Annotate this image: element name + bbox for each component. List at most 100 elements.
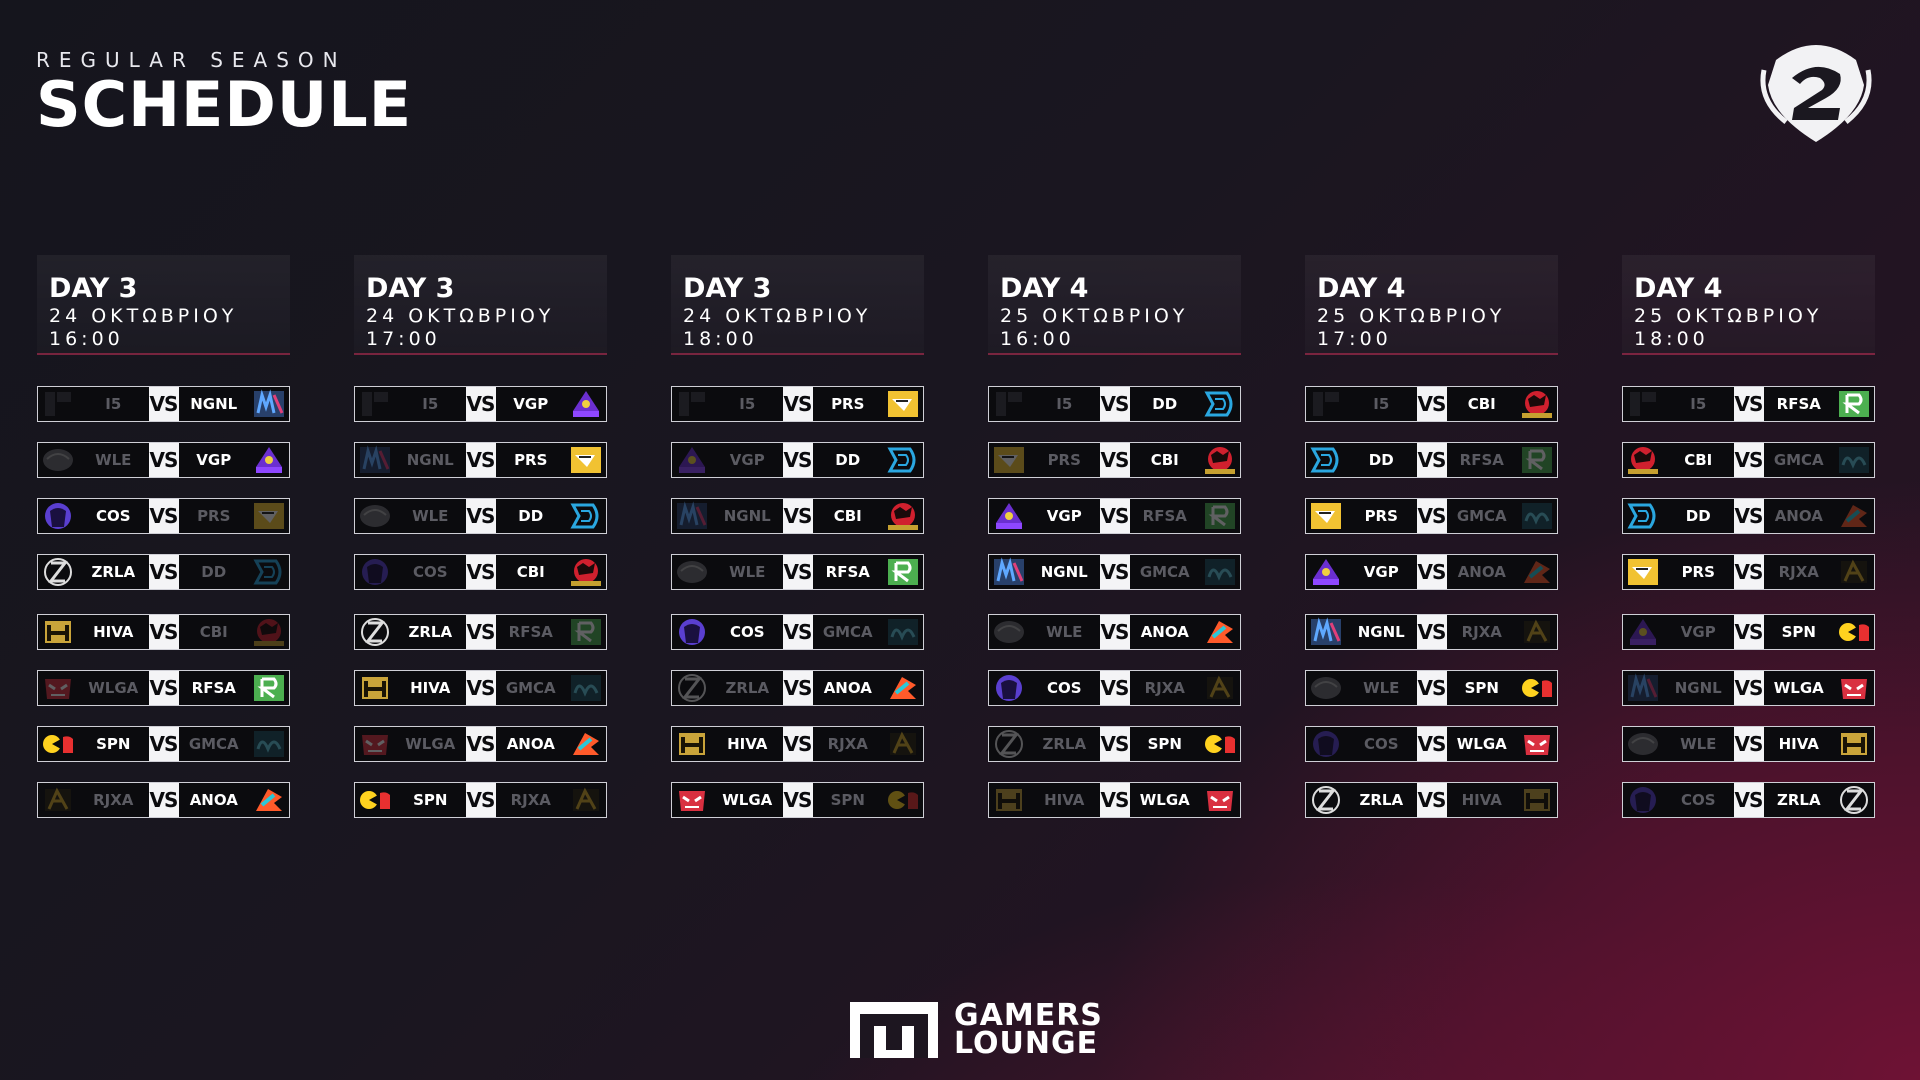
vs-badge: VS <box>1733 727 1764 761</box>
team-tag: RFSA <box>1142 507 1187 525</box>
anoa-team-icon <box>1834 499 1874 533</box>
vs-badge: VS <box>782 443 813 477</box>
right-team: SPN <box>813 783 924 817</box>
wlga-team-icon <box>1200 783 1240 817</box>
column-date: 25 ΟΚΤΩΒΡΙΟΥ <box>1317 305 1506 327</box>
cos-team-icon <box>1306 727 1346 761</box>
team-tag: VGP <box>1363 563 1399 581</box>
match-row: WLE VS RFSA <box>671 554 924 590</box>
vs-badge: VS <box>465 443 496 477</box>
vs-badge: VS <box>148 727 179 761</box>
column-time: 17:00 <box>366 328 441 350</box>
dd-team-icon <box>883 443 923 477</box>
team-tag: VGP <box>1680 623 1716 641</box>
right-team: NGNL <box>179 387 290 421</box>
right-team: DD <box>179 555 290 589</box>
vgp-team-icon <box>566 387 606 421</box>
i5-team-icon <box>1623 387 1663 421</box>
right-team: GMCA <box>1447 499 1558 533</box>
left-team: NGNL <box>1623 671 1734 705</box>
prs-team-icon <box>249 499 289 533</box>
anoa-team-icon <box>883 671 923 705</box>
vs-badge: VS <box>465 555 496 589</box>
left-team: WLGA <box>672 783 783 817</box>
hiva-team-icon <box>1517 783 1557 817</box>
wle-team-icon <box>38 443 78 477</box>
vs-badge: VS <box>1416 671 1447 705</box>
gmca-team-icon <box>1200 555 1240 589</box>
right-team: ANOA <box>813 671 924 705</box>
column-time: 17:00 <box>1317 328 1392 350</box>
vs-badge: VS <box>1416 727 1447 761</box>
column-time: 16:00 <box>1000 328 1075 350</box>
left-team: WLE <box>1306 671 1417 705</box>
left-team: WLE <box>989 615 1100 649</box>
left-team: I5 <box>355 387 466 421</box>
vs-badge: VS <box>1733 499 1764 533</box>
left-team: NGNL <box>355 443 466 477</box>
vs-badge: VS <box>465 615 496 649</box>
vs-badge: VS <box>465 783 496 817</box>
right-team: HIVA <box>1447 783 1558 817</box>
wlga-team-icon <box>38 671 78 705</box>
footer-brand-text: GAMERS LOUNGE <box>954 1001 1103 1059</box>
team-tag: NGNL <box>723 507 771 525</box>
team-tag: GMCA <box>1456 507 1507 525</box>
match-row: HIVA VS RJXA <box>671 726 924 762</box>
dd-team-icon <box>1200 387 1240 421</box>
cbi-team-icon <box>249 615 289 649</box>
anoa-team-icon <box>1200 615 1240 649</box>
schedule-column: DAY 4 25 ΟΚΤΩΒΡΙΟΥ 17:00 I5 VS CBI DD VS RFSA PRS… <box>1305 255 1558 818</box>
vs-badge: VS <box>1733 615 1764 649</box>
left-team: VGP <box>672 443 783 477</box>
cbi-team-icon <box>883 499 923 533</box>
gmca-team-icon <box>566 671 606 705</box>
team-tag: COS <box>412 563 448 581</box>
right-team: WLGA <box>1130 783 1241 817</box>
gmca-team-icon <box>883 615 923 649</box>
team-tag: DD <box>1685 507 1711 525</box>
ngnl-team-icon <box>1623 671 1663 705</box>
team-tag: I5 <box>1373 395 1390 413</box>
wlga-team-icon <box>672 783 712 817</box>
column-header: DAY 4 25 ΟΚΤΩΒΡΙΟΥ 16:00 <box>988 255 1241 355</box>
vs-badge: VS <box>148 555 179 589</box>
left-team: ZRLA <box>355 615 466 649</box>
team-tag: WLE <box>1680 735 1717 753</box>
right-team: ANOA <box>496 727 607 761</box>
right-team: ZRLA <box>1764 783 1875 817</box>
match-row: CBI VS GMCA <box>1622 442 1875 478</box>
column-time: 18:00 <box>683 328 758 350</box>
team-tag: GMCA <box>1773 451 1824 469</box>
vs-badge: VS <box>465 387 496 421</box>
prs-team-icon <box>883 387 923 421</box>
team-tag: CBI <box>199 623 228 641</box>
team-tag: GMCA <box>822 623 873 641</box>
wle-team-icon <box>355 499 395 533</box>
team-tag: RJXA <box>1461 623 1502 641</box>
vs-badge: VS <box>1733 443 1764 477</box>
left-team: I5 <box>1623 387 1734 421</box>
match-row: WLGA VS RFSA <box>37 670 290 706</box>
vs-badge: VS <box>148 499 179 533</box>
prs-team-icon <box>1306 499 1346 533</box>
team-tag: I5 <box>105 395 122 413</box>
match-row: NGNL VS GMCA <box>988 554 1241 590</box>
right-team: RJXA <box>1130 671 1241 705</box>
zrla-team-icon <box>989 727 1029 761</box>
team-tag: ZRLA <box>1359 791 1404 809</box>
rfsa-team-icon <box>566 615 606 649</box>
match-row: WLE VS HIVA <box>1622 726 1875 762</box>
match-row: I5 VS PRS <box>671 386 924 422</box>
prs-team-icon <box>566 443 606 477</box>
cos-team-icon <box>1623 783 1663 817</box>
vs-badge: VS <box>782 727 813 761</box>
team-tag: SPN <box>96 735 131 753</box>
right-team: RFSA <box>496 615 607 649</box>
vs-badge: VS <box>1416 783 1447 817</box>
left-team: WLE <box>672 555 783 589</box>
team-tag: GMCA <box>1139 563 1190 581</box>
column-day: DAY 3 <box>366 273 455 304</box>
team-tag: I5 <box>1690 395 1707 413</box>
right-team: RFSA <box>179 671 290 705</box>
